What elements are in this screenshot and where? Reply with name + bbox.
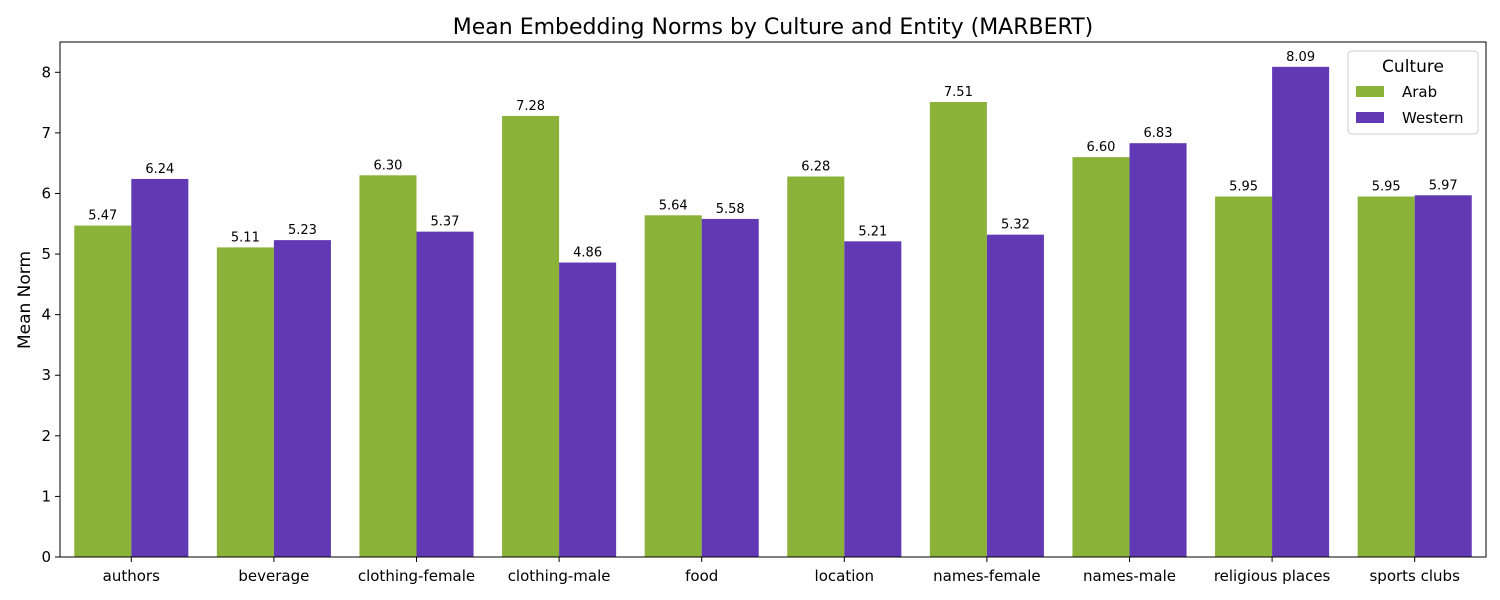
bar-value-label: 5.97 [1429, 178, 1458, 193]
y-tick-label: 3 [41, 366, 51, 384]
bar-value-label: 5.11 [231, 230, 260, 245]
bar-value-label: 5.21 [858, 224, 887, 239]
bar-value-label: 5.95 [1229, 180, 1258, 195]
bar [216, 247, 274, 558]
y-tick-label: 7 [41, 124, 51, 142]
bar [131, 178, 189, 557]
bar [74, 225, 132, 558]
bar [1414, 195, 1472, 557]
x-tick-label: names-female [933, 567, 1040, 585]
bar [273, 240, 331, 557]
axes-frame [59, 41, 1487, 558]
bar [502, 115, 560, 557]
bar-value-label: 6.30 [374, 158, 403, 173]
x-tick-label: religious places [1214, 567, 1331, 585]
x-tick-label: clothing-female [358, 567, 475, 585]
bar-value-label: 7.28 [516, 99, 545, 114]
bar [929, 101, 987, 557]
bar-value-label: 5.58 [716, 202, 745, 217]
y-tick-label: 6 [41, 184, 51, 202]
bar-value-label: 6.60 [1087, 140, 1116, 155]
x-tick-label: beverage [238, 567, 309, 585]
bar [986, 234, 1044, 557]
bar-value-label: 6.28 [801, 160, 830, 175]
bar [1072, 157, 1130, 557]
bar [1215, 196, 1273, 557]
legend-label: Arab [1402, 83, 1437, 101]
bar-value-label: 6.83 [1144, 126, 1173, 141]
legend-label: Western [1402, 109, 1464, 127]
y-tick-label: 5 [41, 245, 51, 263]
bar-value-label: 5.23 [288, 223, 317, 238]
bar [1272, 66, 1330, 557]
bar [416, 231, 474, 557]
bar [701, 218, 759, 557]
x-tick-label: sports clubs [1369, 567, 1460, 585]
y-tick-label: 4 [41, 306, 51, 324]
bar-value-label: 5.95 [1372, 180, 1401, 195]
x-tick-label: location [815, 567, 875, 585]
chart-title: Mean Embedding Norms by Culture and Enti… [453, 15, 1093, 40]
bar-value-label: 7.51 [944, 85, 973, 100]
y-axis-label: Mean Norm [15, 251, 35, 349]
x-tick-label: names-male [1083, 567, 1176, 585]
bar [787, 176, 845, 557]
bar-value-label: 8.09 [1286, 50, 1315, 65]
bar [844, 241, 902, 557]
bar-value-label: 5.47 [88, 209, 117, 224]
bar [1129, 143, 1187, 557]
x-tick-label: authors [103, 567, 160, 585]
bar [559, 262, 617, 557]
x-tick-label: clothing-male [508, 567, 611, 585]
bar-value-label: 5.64 [659, 198, 688, 213]
legend: Culture Arab Western [1347, 50, 1479, 135]
legend-swatch [1356, 112, 1384, 123]
y-tick-label: 1 [41, 487, 51, 505]
bar [1357, 196, 1415, 557]
bar-value-label: 5.37 [431, 215, 460, 230]
y-tick-label: 0 [41, 548, 51, 566]
legend-swatch [1356, 86, 1384, 97]
bar [359, 175, 417, 557]
bar-value-label: 5.32 [1001, 218, 1030, 233]
legend-title: Culture [1382, 57, 1444, 77]
x-tick-label: food [685, 567, 718, 585]
plot-area: 5.47 5.11 6.30 7.28 5.64 6.28 7.51 6.60 5.95 5.95… [41, 41, 1487, 585]
bar-value-label: 6.24 [145, 162, 174, 177]
y-tick-label: 8 [41, 63, 51, 81]
y-tick-label: 2 [41, 427, 51, 445]
bar [644, 215, 702, 557]
bar-value-label: 4.86 [573, 246, 602, 261]
